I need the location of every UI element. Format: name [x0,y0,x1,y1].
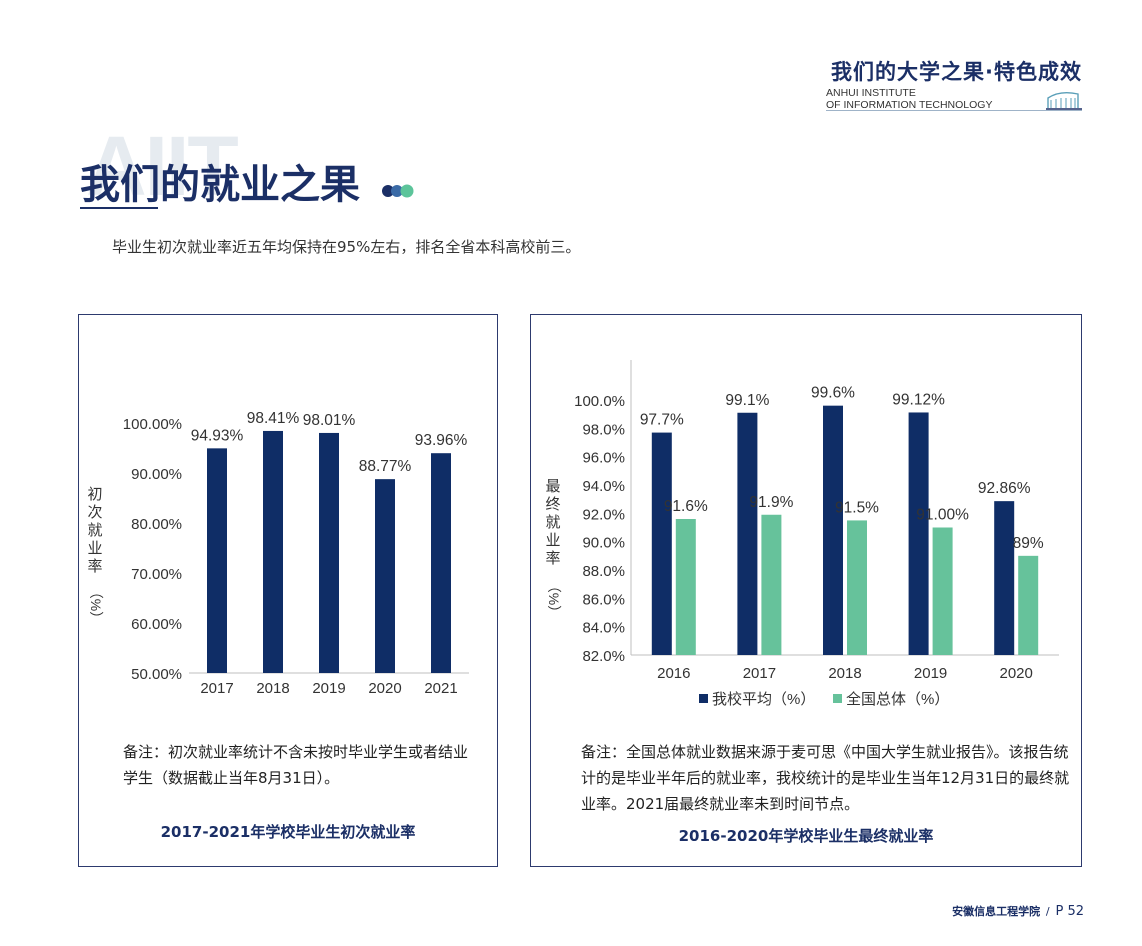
bar-national [932,527,953,655]
x-tick-label: 2019 [914,665,947,682]
data-label: 89% [1013,535,1044,552]
x-tick-label: 2020 [368,680,401,697]
data-label: 91.6% [664,498,708,515]
legend-swatch-school [699,694,708,703]
y-tick-label: 100.0% [574,393,625,410]
y-axis-title-char: 就 [545,514,560,531]
bar [263,430,283,673]
bar [431,453,451,673]
bar-national [761,514,782,655]
bar [207,448,227,673]
data-label: 94.93% [191,427,244,444]
y-axis-title-char: 初 [87,486,102,503]
aiit-watermark: AIIT [86,119,239,213]
x-tick-label: 2019 [312,680,345,697]
y-tick-label: 94.0% [582,478,625,495]
y-axis-title-char: 业 [87,540,102,557]
x-tick-label: 2017 [200,680,233,697]
x-tick-label: 2021 [424,680,457,697]
data-label: 99.6% [811,385,855,402]
y-axis-title-char: 业 [545,532,560,549]
data-label: 91.5% [835,499,879,516]
y-axis-title-char: 次 [87,504,102,521]
left-chart-title: 2017-2021年学校毕业生初次就业率 [160,823,416,841]
y-axis-title-char: 率 [87,558,102,575]
data-label: 98.41% [247,410,300,427]
y-axis-title-char: 最 [545,478,560,495]
y-tick-label: 92.0% [582,506,625,523]
y-tick-label: 90.00% [131,466,182,483]
x-tick-label: 2018 [828,665,861,682]
data-label: 93.96% [415,432,468,449]
y-axis-title-char: 终 [545,496,560,513]
legend-label-national: 全国总体（%） [846,690,949,708]
data-label: 97.7% [640,412,684,429]
data-label: 92.86% [978,480,1031,497]
y-axis-title-unit: （%） [546,579,562,619]
y-tick-label: 84.0% [582,620,625,637]
y-tick-label: 60.00% [131,616,182,633]
data-label: 98.01% [303,412,356,429]
x-tick-label: 2016 [657,665,690,682]
legend-swatch-national [833,694,842,703]
page-number: P 52 [1055,904,1084,919]
y-axis-title-char: 率 [545,550,560,567]
brand-rule [826,110,1082,111]
decorative-dots-icon [382,184,414,198]
right-chart-title: 2016-2020年学校毕业生最终就业率 [678,827,934,845]
bar-school [908,412,929,655]
bar-school [823,405,843,655]
initial-employment-chart: 50.00% 60.00% 70.00% 80.00% 90.00% 100.00% 94.… [87,410,469,697]
y-tick-label: 100.00% [123,416,182,433]
brand-sub-line2: OF INFORMATION TECHNOLOGY [826,99,993,111]
y-tick-label: 86.0% [582,591,625,608]
bar-national [1018,555,1039,655]
right-chart-note: 备注：全国总体就业数据来源于麦可思《中国大学生就业报告》。该报告统计的是毕业半年… [581,743,1070,813]
y-axis-title-group: 初次就业率 （%） [87,486,104,625]
footer-separator: / [1045,905,1050,918]
bar-national [847,520,867,655]
brand-subtitle: ANHUI INSTITUTE OF INFORMATION TECHNOLOG… [826,87,992,111]
left-chart-note: 备注：初次就业率统计不含未按时毕业学生或者结业学生（数据截止当年8月31日）。 [123,743,469,787]
final-employment-panel: 82.0% 84.0% 86.0% 88.0% 90.0% 92.0% 94.0% 96.0%… [530,314,1082,867]
data-label: 88.77% [359,458,412,475]
data-label: 99.12% [892,391,945,408]
bar-school [994,501,1015,655]
bar-school [737,412,758,655]
brand-sub-line1: ANHUI INSTITUTE [826,87,916,99]
y-tick-label: 70.00% [131,566,182,583]
y-axis-title-char: 就 [87,522,102,539]
y-tick-label: 90.0% [582,535,625,552]
page-title: 我们的就业之果 [80,162,360,208]
final-employment-chart: 82.0% 84.0% 86.0% 88.0% 90.0% 92.0% 94.0% 96.0%… [545,360,1059,708]
footer: 安徽信息工程学院 / P 52 [952,903,1084,919]
bar [375,479,395,673]
x-tick-label: 2017 [743,665,776,682]
data-label: 91.9% [749,494,793,511]
bar-national [675,519,696,655]
data-label: 91.00% [916,507,969,524]
bar-school [651,432,672,655]
y-tick-label: 82.0% [582,648,625,665]
title-underline [80,207,158,209]
building-logo-icon [1046,91,1082,110]
y-tick-label: 80.00% [131,516,182,533]
intro-text: 毕业生初次就业率近五年均保持在95%左右，排名全省本科高校前三。 [112,238,581,256]
footer-school: 安徽信息工程学院 [952,905,1041,918]
y-tick-label: 96.0% [582,450,625,467]
y-axis-title-unit: （%） [88,585,104,625]
y-tick-label: 50.00% [131,666,182,683]
y-tick-label: 98.0% [582,421,625,438]
y-tick-label: 88.0% [582,563,625,580]
initial-employment-panel: 50.00% 60.00% 70.00% 80.00% 90.00% 100.00% 94.… [78,314,498,867]
legend-label-school: 我校平均（%） [712,691,815,708]
brand-title: 我们的大学之果·特色成效 [831,60,1082,84]
x-tick-label: 2020 [1000,665,1033,682]
bar [319,432,339,673]
y-axis-title-group: 最终就业率 （%） [545,478,562,619]
x-tick-label: 2018 [256,680,289,697]
data-label: 99.1% [725,392,769,409]
